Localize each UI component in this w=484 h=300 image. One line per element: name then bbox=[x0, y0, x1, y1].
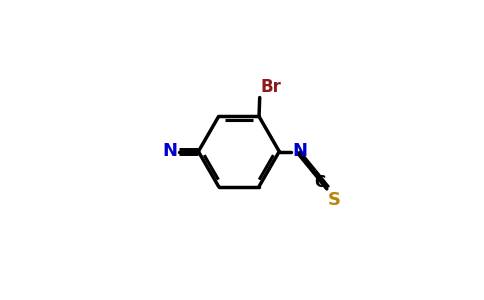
Text: S: S bbox=[328, 191, 341, 209]
Text: C: C bbox=[315, 175, 326, 190]
Text: Br: Br bbox=[260, 78, 281, 96]
Text: N: N bbox=[293, 142, 308, 160]
Text: N: N bbox=[162, 142, 177, 160]
